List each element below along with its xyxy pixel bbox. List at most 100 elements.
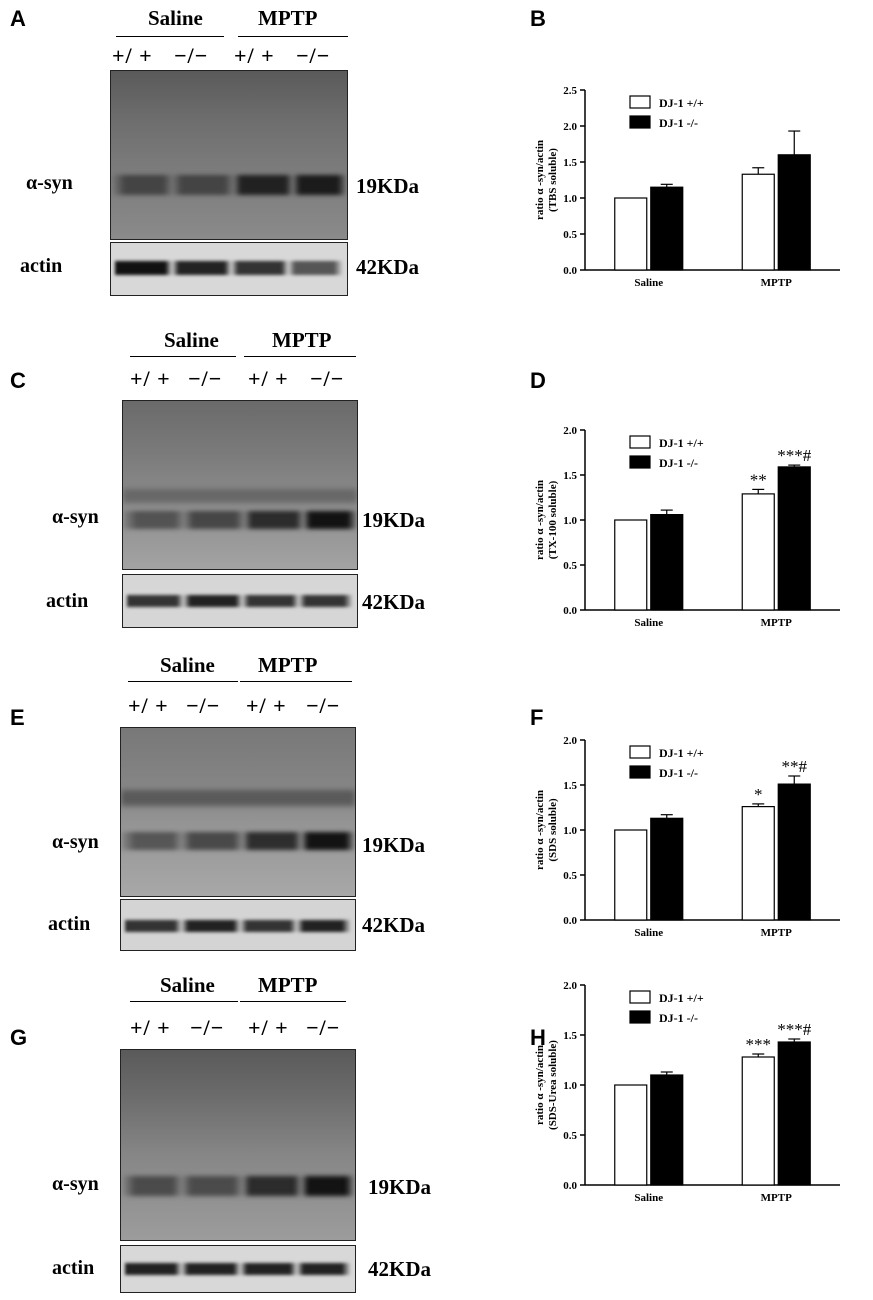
legend-label: DJ-1 +/+ [659,96,704,110]
chart-svg: 0.0 0.5 1.0 1.5 2.0 ratio α -syn/actin (SDS-Ur… [534,980,840,1204]
row-label-alpha-syn: α-syn [52,1173,99,1195]
genotype-label: +/ + [234,43,275,68]
y-tick-label: 1.0 [563,1080,577,1092]
genotype-label: −/− [188,366,223,391]
blot-image-alpha-syn [120,1049,356,1241]
bar [777,1041,811,1186]
chart-svg: 0.0 0.5 1.0 1.5 2.0 ratio α -syn/actin (TX-100… [534,425,840,629]
genotype-label: +/ + [130,1015,171,1040]
y-tick-label: 1.5 [563,1030,577,1042]
y-axis-label-line: (SDS-Urea soluble) [547,1040,559,1130]
y-axis-label-line: ratio α -syn/actin [534,140,546,220]
legend-swatch [629,95,651,109]
y-tick-label: 2.5 [563,85,577,97]
mw-label-19kda: 19KDa [356,174,419,198]
blot-image-alpha-syn [122,400,358,570]
row-label-actin: actin [48,913,91,935]
blot-image-actin [110,242,348,296]
panel-letter-f: F [530,705,544,730]
x-tick-label: Saline [634,277,663,289]
western-blot-e: Saline MPTP +/ + −/− +/ + −/− α-syn acti… [0,645,440,951]
significance-label: * [754,785,763,804]
bar [777,154,811,271]
group-label-saline: Saline [148,6,203,30]
bar [650,1074,684,1186]
y-tick-label: 1.0 [563,825,577,837]
y-tick-label: 2.0 [563,980,577,992]
bar [650,513,684,611]
group-label-mptp: MPTP [258,653,318,677]
legend-label: DJ-1 -/- [659,766,698,780]
mw-label-19kda: 19KDa [362,508,425,532]
bar-chart-d: 0.0 0.5 1.0 1.5 2.0 ratio α -syn/actin (TX-100… [515,420,855,640]
bar [614,197,648,271]
bar [650,817,684,921]
x-tick-label: Saline [634,1192,663,1204]
panel-letter-b: B [530,6,546,31]
y-axis-label-line: ratio α -syn/actin [534,790,546,870]
mw-label-19kda: 19KDa [368,1175,431,1199]
genotype-label: +/ + [130,366,171,391]
y-tick-label: 0.5 [563,560,577,572]
y-tick-label: 1.5 [563,780,577,792]
y-axis-label-line: ratio α -syn/actin [534,1045,546,1125]
x-tick-label: MPTP [761,1192,792,1204]
genotype-label: −/− [186,693,221,718]
genotype-label: +/ + [246,693,287,718]
genotype-label: −/− [306,1015,341,1040]
group-label-mptp: MPTP [272,328,332,352]
y-tick-label: 0.0 [563,1180,577,1192]
y-tick-label: 1.5 [563,157,577,169]
bar [741,805,775,921]
chart-svg: 0.0 0.5 1.0 1.5 2.0 ratio α -syn/actin (SDS so… [534,735,840,939]
bar [777,466,811,611]
bar [741,493,775,611]
bar [614,519,648,611]
y-tick-label: 0.5 [563,870,577,882]
legend-swatch [629,765,651,779]
genotype-label: +/ + [112,43,153,68]
y-axis-label-line: (SDS soluble) [547,798,559,862]
chart-svg: 0.0 0.5 1.0 1.5 2.0 2.5 ratio α -syn/actin (TBS… [534,85,840,289]
y-tick-label: 0.0 [563,605,577,617]
group-label-saline: Saline [160,973,215,997]
group-label-saline: Saline [164,328,219,352]
genotype-label: +/ + [248,1015,289,1040]
bar [650,186,684,271]
legend-swatch [629,1010,651,1024]
legend-label: DJ-1 +/+ [659,746,704,760]
western-blot-a: Saline MPTP +/ + −/− +/ + −/− α-syn acti… [0,0,440,300]
y-tick-label: 0.0 [563,915,577,927]
blot-image-actin [122,574,358,628]
mw-label-42kda: 42KDa [362,913,425,937]
blot-image-actin [120,1245,356,1293]
bar [614,829,648,921]
genotype-label: −/− [306,693,341,718]
panel-letter-h: H [530,1025,546,1050]
bar-chart-f: 0.0 0.5 1.0 1.5 2.0 ratio α -syn/actin (SDS so… [515,730,855,950]
y-axis-label: ratio α -syn/actin (SDS-Urea soluble) [534,1040,559,1130]
mw-label-42kda: 42KDa [362,590,425,614]
legend-swatch [629,115,651,129]
row-label-actin: actin [46,590,89,612]
significance-label: **# [782,757,808,776]
x-tick-label: Saline [634,617,663,629]
y-tick-label: 0.0 [563,265,577,277]
y-axis-label-line: (TX-100 soluble) [547,480,559,559]
y-tick-label: 1.0 [563,515,577,527]
group-label-saline: Saline [160,653,215,677]
y-axis-label-line: (TBS soluble) [547,148,559,212]
genotype-label: +/ + [128,693,169,718]
legend-label: DJ-1 -/- [659,116,698,130]
mw-label-42kda: 42KDa [368,1257,431,1281]
blot-image-alpha-syn [110,70,348,240]
legend-swatch [629,745,651,759]
y-tick-label: 2.0 [563,735,577,747]
bar [614,1084,648,1186]
western-blot-c: Saline MPTP +/ + −/− +/ + −/− α-syn acti… [0,320,440,640]
bar-chart-b: 0.0 0.5 1.0 1.5 2.0 2.5 ratio α -syn/actin (TBS… [515,80,855,300]
panel-letter-g: G [10,1025,28,1050]
row-label-actin: actin [20,255,63,277]
group-label-mptp: MPTP [258,973,318,997]
blot-image-actin [120,899,356,951]
